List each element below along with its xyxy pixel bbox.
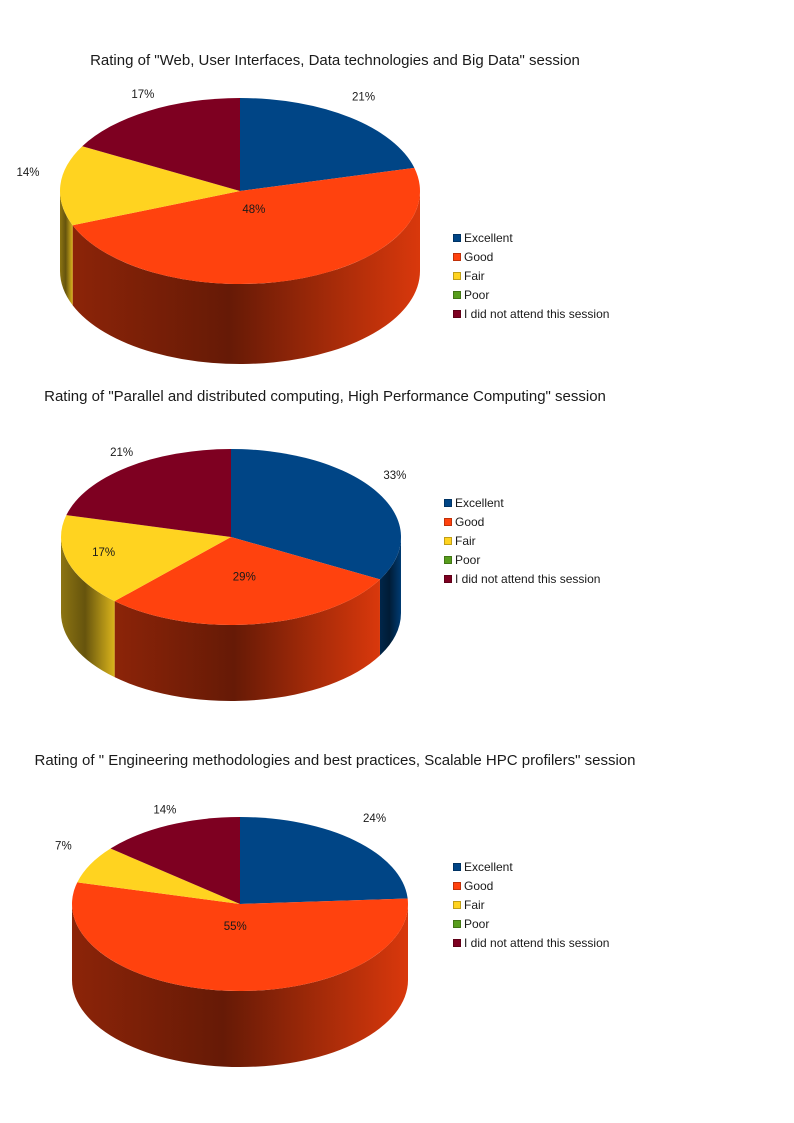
percent-label: 55% [224,921,247,933]
chart-title: Rating of " Engineering methodologies an… [34,752,636,769]
pie-slice-fair [60,146,240,226]
legend-swatch [453,919,461,928]
legend-item: Fair [444,531,600,550]
legend-item: Excellent [444,493,600,512]
pie-slice-good [71,882,408,992]
pie-slice-excellent [240,817,408,904]
legend-swatch [453,233,461,242]
pie-chart: 24% 55% 7% 14% [55,804,408,1067]
legend-label: I did not attend this session [464,306,610,321]
legend-swatch [453,900,461,909]
legend-item: Fair [453,895,609,914]
legend-item: I did not attend this session [444,569,600,588]
legend-item: Poor [453,914,609,933]
legend-label: Poor [455,552,481,567]
legend-label: Poor [464,916,490,931]
pie-slice-i-did-not-attend-this-session [82,98,240,191]
pie-side-good [72,904,408,1067]
chart-3: Rating of " Engineering methodologies an… [0,740,794,1123]
pie-slice-i-did-not-attend-this-session [110,817,240,904]
pie-slice-excellent [240,98,415,191]
percent-label: 48% [242,204,265,216]
pie-side-fair [61,537,115,678]
pie-chart: 21% 48% 14% 17% [17,89,421,364]
legend-item: I did not attend this session [453,304,609,323]
legend-label: Good [455,514,485,529]
legend-swatch [444,498,452,507]
legend-item: Good [453,247,609,266]
pie-side-excellent [379,537,401,656]
pie-side-good [72,191,421,364]
legend-label: Poor [464,287,490,302]
percent-label: 7% [55,840,72,852]
legend-swatch [453,938,461,947]
legend-swatch [444,555,452,564]
chart-1: Rating of "Web, User Interfaces, Data te… [0,0,794,380]
percent-label: 17% [92,547,115,559]
legend-swatch [453,862,461,871]
chart-title: Rating of "Parallel and distributed comp… [44,388,606,405]
chart-title: Rating of "Web, User Interfaces, Data te… [90,52,580,69]
legend-item: Poor [444,550,600,569]
legend-item: Good [453,876,609,895]
legend-item: Fair [453,266,609,285]
legend-label: Fair [455,533,476,548]
pie-side-fair [60,191,73,306]
percent-label: 17% [131,89,154,101]
legend-swatch [444,574,452,583]
legend: Excellent Good Fair Poor I did not attend th… [453,857,609,952]
legend-label: I did not attend this session [455,571,601,586]
legend-item: Excellent [453,228,609,247]
legend-swatch [453,290,461,299]
percent-label: 33% [383,470,406,482]
legend-item: Poor [453,285,609,304]
pie-chart: 33% 29% 17% 21% [60,447,406,701]
legend-item: I did not attend this session [453,933,609,952]
legend-label: Excellent [455,495,504,510]
legend-label: I did not attend this session [464,935,610,950]
percent-label: 21% [352,92,375,104]
pie-slice-excellent [231,449,401,580]
legend-label: Good [464,249,494,264]
legend: Excellent Good Fair Poor I did not attend th… [453,228,609,323]
pie-slice-fair [77,848,240,904]
legend-swatch [453,309,461,318]
legend-label: Good [464,878,494,893]
percent-label: 24% [363,813,386,825]
pie-slice-good [114,537,380,625]
pie-slice-i-did-not-attend-this-session [66,449,231,537]
legend-swatch [453,881,461,890]
legend-label: Excellent [464,230,513,245]
legend-label: Excellent [464,859,513,874]
legend-swatch [453,252,461,261]
legend-label: Fair [464,897,485,912]
pie-slice-fair [60,515,231,602]
legend: Excellent Good Fair Poor I did not attend th… [444,493,600,588]
legend-swatch [444,517,452,526]
chart-2: Rating of "Parallel and distributed comp… [0,380,794,740]
pie-side-good [114,579,380,701]
legend-item: Excellent [453,857,609,876]
pie-slice-good [72,167,421,285]
percent-label: 14% [17,167,40,179]
legend-swatch [444,536,452,545]
legend-swatch [453,271,461,280]
legend-item: Good [444,512,600,531]
legend-label: Fair [464,268,485,283]
percent-label: 21% [110,447,133,459]
percent-label: 14% [153,804,176,816]
percent-label: 29% [233,571,256,583]
